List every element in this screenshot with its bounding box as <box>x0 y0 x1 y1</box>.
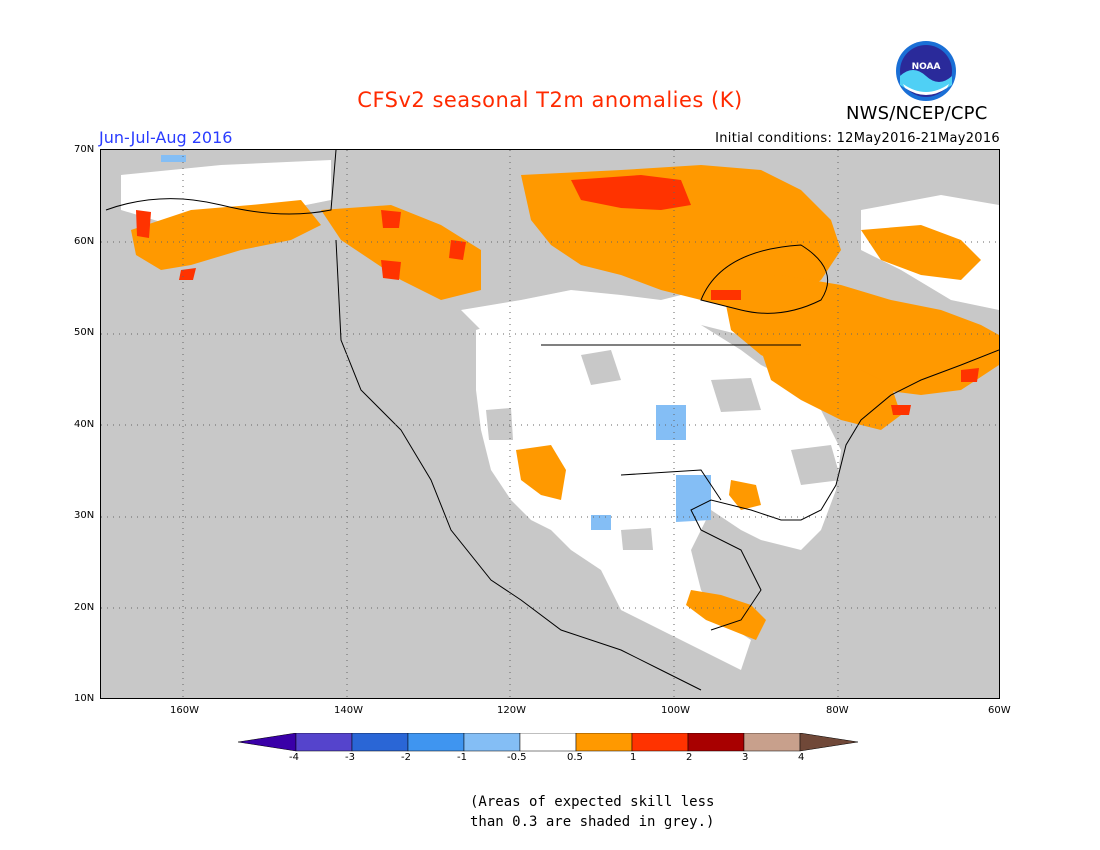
colorbar-low-arrow <box>238 733 297 752</box>
colorbar-box <box>687 733 745 752</box>
lat-label: 50N <box>74 327 95 338</box>
colorbar-box <box>407 733 465 752</box>
colorbar-label: -1 <box>457 752 467 763</box>
colorbar-box <box>351 733 409 752</box>
colorbar-boxes <box>295 733 801 752</box>
colorbar-box <box>575 733 633 752</box>
colorbar-box <box>519 733 577 752</box>
colorbar-label: -0.5 <box>507 752 527 763</box>
colorbar-box <box>743 733 801 752</box>
anomaly-red-areas <box>136 175 979 415</box>
skill-note-line: than 0.3 are shaded in grey.) <box>470 814 715 830</box>
colorbar-label: 0.5 <box>567 752 583 763</box>
lon-label: 100W <box>661 705 690 716</box>
lat-label: 70N <box>74 144 95 155</box>
lon-label: 120W <box>497 705 526 716</box>
colorbar-label: -2 <box>401 752 411 763</box>
colorbar <box>238 733 859 752</box>
colorbar-label: 4 <box>798 752 805 763</box>
lat-label: 40N <box>74 419 95 430</box>
lon-label: 160W <box>170 705 199 716</box>
colorbar-box <box>295 733 353 752</box>
lat-label: 60N <box>74 236 95 247</box>
anomaly-map <box>100 149 1000 699</box>
colorbar-label: 3 <box>742 752 749 763</box>
colorbar-label: -3 <box>345 752 355 763</box>
colorbar-box <box>631 733 689 752</box>
colorbar-label: 2 <box>686 752 693 763</box>
anomaly-orange-areas <box>131 165 999 640</box>
colorbar-box <box>463 733 521 752</box>
anomaly-blue-areas <box>161 155 711 530</box>
lat-label: 10N <box>74 693 95 704</box>
graticule <box>101 150 999 698</box>
lon-label: 60W <box>988 705 1011 716</box>
lat-label: 30N <box>74 510 95 521</box>
skill-note-line: (Areas of expected skill less <box>470 794 715 810</box>
lon-label: 140W <box>334 705 363 716</box>
no-skill-patches <box>486 350 841 550</box>
coastlines <box>105 150 999 691</box>
skill-note: (Areas of expected skill less than 0.3 a… <box>470 792 730 832</box>
initial-conditions-label: Initial conditions: 12May2016-21May2016 <box>715 131 1000 146</box>
season-label: Jun-Jul-Aug 2016 <box>99 128 233 147</box>
colorbar-label: -4 <box>289 752 299 763</box>
lon-label: 80W <box>826 705 849 716</box>
map-canvas <box>101 150 999 698</box>
colorbar-label: 1 <box>630 752 637 763</box>
colorbar-high-arrow <box>799 733 859 752</box>
map-title: CFSv2 seasonal T2m anomalies (K) <box>357 88 743 112</box>
lat-label: 20N <box>74 602 95 613</box>
agency-label: NWS/NCEP/CPC <box>846 103 988 124</box>
logo-text: NOAA <box>912 62 941 72</box>
noaa-logo-icon: NOAA <box>896 41 956 101</box>
